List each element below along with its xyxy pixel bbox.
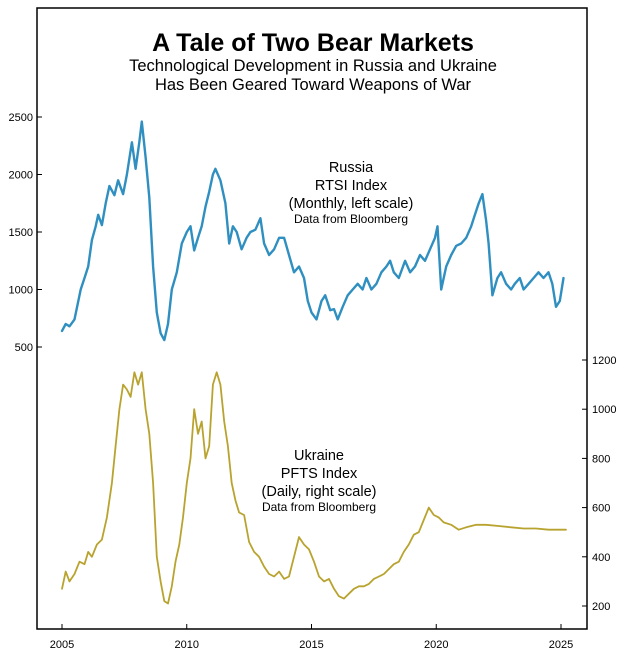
ukraine-annotation-line-2: PFTS Index — [281, 466, 358, 482]
x-axis-tick-label: 2015 — [299, 639, 323, 651]
left-axis-tick-label: 1500 — [9, 227, 33, 239]
chart-subtitle-line-2: Has Been Geared Toward Weapons of War — [155, 76, 472, 94]
right-axis-tick-label: 1000 — [592, 404, 616, 416]
right-axis-tick-label: 600 — [592, 503, 610, 515]
right-axis-tick-label: 1200 — [592, 355, 616, 367]
russia-rtsi-line — [60, 120, 565, 342]
x-axis: 2005 2010 2015 2020 2025 — [50, 624, 573, 651]
left-axis-tick-label: 1000 — [9, 285, 33, 297]
russia-annotation-line-4: Data from Bloomberg — [294, 212, 408, 226]
chart-title: A Tale of Two Bear Markets — [152, 29, 474, 57]
right-axis-tick-label: 800 — [592, 453, 610, 465]
x-axis-tick-label: 2025 — [549, 639, 573, 651]
x-axis-tick-label: 2005 — [50, 639, 74, 651]
chart-subtitle-line-1: Technological Development in Russia and … — [129, 57, 497, 75]
x-axis-tick-label: 2010 — [175, 639, 199, 651]
ukraine-annotation-line-3: (Daily, right scale) — [262, 484, 377, 500]
russia-annotation-line-1: Russia — [329, 160, 374, 176]
left-axis: 500 1000 1500 2000 2500 — [9, 112, 42, 354]
russia-annotation: Russia RTSI Index (Monthly, left scale) … — [289, 160, 414, 226]
right-axis: 200 400 600 800 1000 1200 — [582, 355, 616, 613]
series-layer — [60, 120, 567, 605]
russia-annotation-line-2: RTSI Index — [315, 178, 388, 194]
plot-frame — [36, 7, 588, 630]
ukraine-annotation: Ukraine PFTS Index (Daily, right scale) … — [262, 448, 377, 514]
ukraine-annotation-line-1: Ukraine — [294, 448, 344, 464]
right-axis-tick-label: 200 — [592, 601, 610, 613]
russia-annotation-line-3: (Monthly, left scale) — [289, 196, 414, 212]
ukraine-pfts-line — [61, 371, 567, 605]
x-axis-tick-label: 2020 — [424, 639, 448, 651]
left-axis-tick-label: 500 — [15, 342, 33, 354]
ukraine-annotation-line-4: Data from Bloomberg — [262, 500, 376, 514]
left-axis-tick-label: 2500 — [9, 112, 33, 124]
right-axis-tick-label: 400 — [592, 552, 610, 564]
left-axis-tick-label: 2000 — [9, 170, 33, 182]
